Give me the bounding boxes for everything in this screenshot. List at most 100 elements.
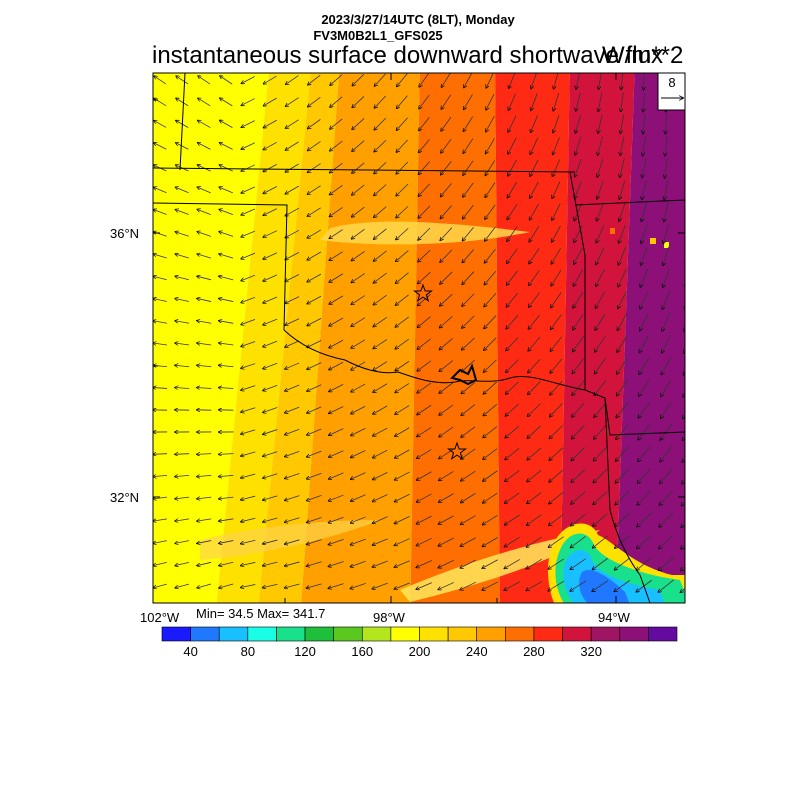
wind-vector	[351, 250, 365, 260]
wind-vector	[417, 404, 432, 415]
wind-vector	[441, 138, 452, 153]
wind-vector	[372, 560, 388, 567]
wind-vector	[197, 365, 212, 366]
wind-vector	[417, 382, 432, 393]
wind-vector	[219, 298, 234, 302]
wind-vector	[438, 515, 454, 524]
wind-vector	[570, 580, 587, 591]
wind-vector	[263, 451, 278, 457]
wind-vector	[552, 181, 561, 199]
wind-vector	[506, 292, 519, 307]
wind-vector	[263, 362, 278, 368]
wind-vector	[618, 246, 627, 265]
wind-vector	[285, 495, 300, 501]
wind-vector	[395, 405, 410, 415]
wind-vector	[197, 518, 212, 521]
wind-vector	[394, 538, 410, 546]
colorbar-swatch	[476, 626, 506, 642]
wind-vector	[637, 490, 652, 505]
oklahoma-panhandle-border	[153, 202, 288, 331]
wind-vector	[504, 536, 520, 547]
wind-vector	[308, 141, 321, 150]
wind-vector	[592, 558, 608, 569]
wind-vector	[263, 208, 278, 216]
wind-vector	[307, 251, 322, 260]
wind-vector	[661, 357, 672, 374]
wind-vector	[462, 249, 475, 262]
wind-vector	[153, 232, 167, 237]
wind-vector	[462, 337, 475, 350]
wind-vector	[373, 383, 388, 393]
wind-vector	[553, 93, 560, 111]
colorbar-tick-label: 40	[183, 644, 197, 659]
wind-vector	[241, 341, 256, 346]
wind-vector	[418, 271, 431, 283]
wind-vector	[593, 446, 607, 461]
wind-vector	[484, 293, 497, 306]
wind-vector	[374, 206, 387, 218]
wind-vector	[285, 207, 299, 216]
wind-vector	[241, 429, 256, 434]
wind-vector	[529, 203, 539, 220]
wind-vector	[594, 424, 607, 439]
wind-vector	[485, 182, 496, 198]
wind-vector	[197, 540, 212, 544]
wind-vector	[418, 227, 431, 240]
wind-vector	[482, 537, 498, 546]
wind-vector	[153, 540, 167, 544]
wind-vector	[504, 514, 520, 525]
wind-vector	[308, 96, 321, 106]
wind-vector	[329, 406, 344, 414]
wind-vector	[463, 160, 474, 175]
wind-vector	[306, 583, 322, 588]
wind-vector	[529, 292, 540, 308]
axis-ticks	[152, 73, 685, 603]
wind-vector	[307, 318, 322, 325]
city-star-okc	[412, 283, 434, 303]
wind-vector	[482, 581, 499, 590]
wind-vector	[176, 143, 189, 150]
wind-vector	[330, 118, 343, 129]
wind-vector	[505, 448, 520, 459]
wind-vector	[615, 468, 629, 483]
wind-vector	[372, 582, 388, 589]
wind-vector	[219, 388, 234, 389]
wind-vector	[241, 451, 256, 456]
wind-vector	[351, 383, 366, 392]
wind-vector	[659, 512, 674, 527]
wind-vector	[351, 273, 365, 282]
wind-vector	[307, 517, 322, 522]
wind-vector	[550, 358, 563, 373]
wind-vector	[596, 225, 605, 242]
wind-vector	[197, 388, 212, 389]
wind-vector	[461, 470, 476, 481]
colorbar-swatch	[590, 626, 621, 642]
wind-vector	[241, 495, 256, 500]
colorbar-swatch	[333, 626, 363, 642]
wind-vector	[505, 492, 520, 503]
wind-vector	[197, 187, 211, 194]
wind-vector	[658, 579, 675, 592]
wind-vector	[417, 338, 431, 349]
wind-vector	[576, 73, 580, 89]
wind-vector	[460, 559, 476, 568]
min-max-stats: Min= 34.5 Max= 341.7	[196, 606, 326, 621]
wind-vector	[548, 580, 565, 591]
colorbar-swatch	[276, 626, 306, 642]
wind-vector	[307, 472, 322, 479]
wind-vector	[329, 207, 343, 216]
wind-vector	[662, 334, 671, 353]
wind-vector	[395, 427, 410, 437]
wind-vector	[395, 383, 410, 392]
wind-vector	[594, 402, 607, 418]
wind-vector	[263, 296, 278, 303]
wind-vector	[619, 224, 626, 243]
reference-vector-value: 8	[668, 75, 675, 90]
wind-vector	[220, 120, 233, 128]
wind-vector	[352, 118, 365, 130]
wind-vector	[330, 96, 343, 107]
lon-label-94w: 94°W	[598, 610, 630, 625]
wind-vector	[440, 293, 453, 306]
wind-vector	[508, 115, 517, 132]
wind-vector	[175, 187, 189, 194]
